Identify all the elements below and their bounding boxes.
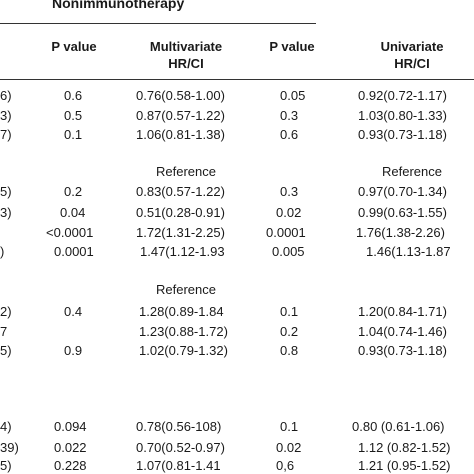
row-p-value-2: 0.2 — [280, 324, 299, 339]
row-p-value-2: 0.3 — [280, 108, 299, 123]
row-stub: 3) — [0, 108, 12, 123]
row-univariate-hr: 0.93(0.73-1.18) — [358, 343, 447, 358]
row-p-value-2: 0.1 — [280, 419, 299, 434]
row-p-value-1: 0.9 — [64, 343, 83, 358]
row-p-value-1: 0.228 — [54, 458, 87, 473]
row-multivariate-hr: 1.07(0.81-1.41 — [136, 458, 221, 473]
row-multivariate-hr: 0.83(0.57-1.22) — [136, 184, 225, 199]
row-stub: 3) — [0, 205, 12, 220]
row-stub: 4) — [0, 419, 12, 434]
row-p-value-2: 0.02 — [276, 440, 302, 455]
row-univariate-hr: 1.21 (0.95-1.52) — [358, 458, 451, 473]
row-p-value-1: 0.5 — [64, 108, 83, 123]
row-multivariate-hr: 0.70(0.52-0.97) — [136, 440, 225, 455]
row-univariate-hr: 1.76(1.38-2.26) — [356, 225, 445, 240]
header-rule — [0, 79, 474, 80]
row-multivariate-hr: 0.78(0.56-108) — [136, 419, 222, 434]
row-p-value-1: 0.2 — [64, 184, 83, 199]
row-p-value-2: 0.6 — [280, 127, 299, 142]
row-p-value-2: 0.0001 — [266, 225, 306, 240]
reference-label-univariate: Reference — [382, 164, 442, 179]
row-univariate-hr: 0.93(0.73-1.18) — [358, 127, 447, 142]
col-header-multivariate-line2: HR/CI — [168, 56, 204, 71]
col-header-multivariate: Multivariate HR/CI — [120, 38, 252, 72]
row-multivariate-hr: 0.87(0.57-1.22) — [136, 108, 225, 123]
row-p-value-2: 0.05 — [280, 88, 306, 103]
row-stub: 5) — [0, 184, 12, 199]
row-p-value-1: 0.04 — [60, 205, 86, 220]
col-header-univariate: Univariate HR/CI — [350, 38, 474, 72]
title-rule — [0, 23, 316, 24]
row-univariate-hr: 1.12 (0.82-1.52) — [358, 440, 451, 455]
row-p-value-1: <0.0001 — [46, 225, 94, 240]
row-p-value-2: 0.8 — [280, 343, 299, 358]
row-stub: 6) — [0, 88, 12, 103]
row-stub: 2) — [0, 304, 12, 319]
row-univariate-hr: 1.46(1.13-1.87 — [366, 244, 451, 259]
row-multivariate-hr: 1.72(1.31-2.25) — [136, 225, 225, 240]
row-p-value-2: 0.1 — [280, 304, 299, 319]
col-header-univariate-line2: HR/CI — [394, 56, 430, 71]
row-univariate-hr: 1.20(0.84-1.71) — [358, 304, 447, 319]
row-multivariate-hr: 1.47(1.12-1.93 — [140, 244, 225, 259]
row-p-value-2: 0.3 — [280, 184, 299, 199]
row-univariate-hr: 0.92(0.72-1.17) — [358, 88, 447, 103]
row-multivariate-hr: 1.23(0.88-1.72) — [139, 324, 228, 339]
row-univariate-hr: 0.80 (0.61-1.06) — [352, 419, 445, 434]
col-header-p-value-1: P value — [51, 39, 97, 54]
row-multivariate-hr: 1.06(0.81-1.38) — [136, 127, 225, 142]
row-univariate-hr: 0.99(0.63-1.55) — [358, 205, 447, 220]
row-stub: 5) — [0, 458, 12, 473]
row-p-value-2: 0.02 — [276, 205, 302, 220]
table-group-title: Nonimmunotherapy — [52, 0, 185, 11]
row-multivariate-hr: 0.76(0.58-1.00) — [136, 88, 225, 103]
reference-label-multivariate: Reference — [156, 164, 216, 179]
row-multivariate-hr: 0.51(0.28-0.91) — [136, 205, 225, 220]
row-stub: 7 — [0, 324, 8, 339]
row-p-value-1: 0.4 — [64, 304, 83, 319]
row-p-value-1: 0.022 — [54, 440, 87, 455]
row-p-value-1: 0.1 — [64, 127, 83, 142]
row-multivariate-hr: 1.02(0.79-1.32) — [139, 343, 228, 358]
row-stub: ) — [0, 244, 5, 259]
row-stub: 7) — [0, 127, 12, 142]
row-p-value-1: 0.0001 — [54, 244, 94, 259]
row-stub: 39) — [0, 440, 19, 455]
col-header-univariate-line1: Univariate — [380, 39, 444, 54]
reference-label-multivariate: Reference — [156, 282, 216, 297]
row-univariate-hr: 1.04(0.74-1.46) — [358, 324, 447, 339]
col-header-multivariate-line1: Multivariate — [149, 39, 223, 54]
row-p-value-2: 0,6 — [276, 458, 295, 473]
row-p-value-1: 0.6 — [64, 88, 83, 103]
row-p-value-1: 0.094 — [54, 419, 87, 434]
row-univariate-hr: 0.97(0.70-1.34) — [358, 184, 447, 199]
row-univariate-hr: 1.03(0.80-1.33) — [358, 108, 447, 123]
col-header-p-value-2: P value — [269, 39, 315, 54]
row-stub: 5) — [0, 343, 12, 358]
row-p-value-2: 0.005 — [272, 244, 305, 259]
row-multivariate-hr: 1.28(0.89-1.84 — [139, 304, 224, 319]
